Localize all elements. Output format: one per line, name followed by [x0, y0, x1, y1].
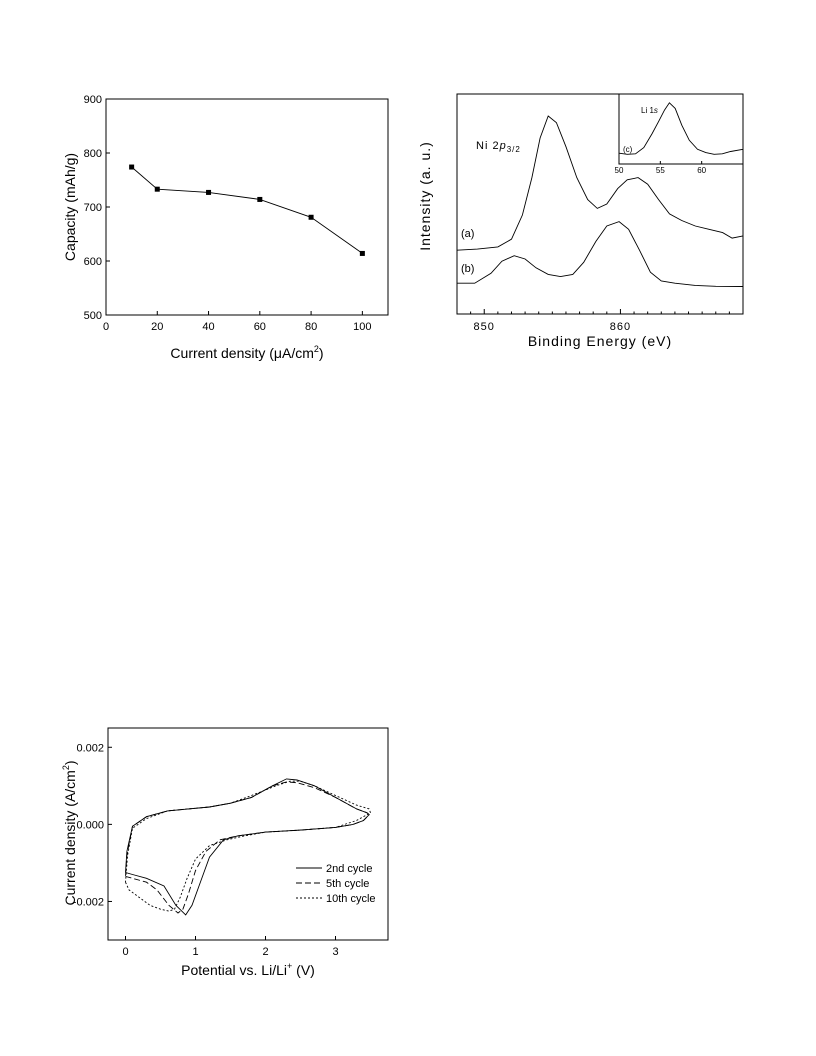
inset-frame [618, 93, 744, 165]
xps-series-line-a [456, 115, 744, 251]
xps-x-tick-label: 860 [610, 321, 631, 333]
capacity-y-tick-label: 800 [84, 148, 102, 160]
cv-x-tick-label: 3 [332, 946, 338, 958]
xps-series-a-label: (a) [461, 228, 474, 240]
inset-x-tick-label: 50 [615, 166, 624, 175]
inset-series-line [618, 102, 744, 155]
cv-y-tick-label: -0.002 [73, 896, 104, 908]
capacity-data-point [154, 186, 160, 192]
cv-legend-label: 2nd cycle [326, 863, 372, 875]
xps-x-tick-label: 850 [474, 321, 495, 333]
cv-y-axis-label: Current density (A/cm2) [61, 760, 78, 905]
cv-x-axis-label: Potential vs. Li/Li+ (V) [181, 961, 315, 978]
inset-x-tick-label: 55 [656, 166, 665, 175]
cv-x-tick-label: 1 [192, 946, 198, 958]
capacity-data-point [129, 164, 135, 170]
capacity-y-tick-label: 500 [84, 310, 102, 322]
xps-series-b-label: (b) [461, 263, 474, 275]
capacity-y-tick-label: 900 [84, 94, 102, 106]
capacity-data-point [257, 196, 263, 202]
cv-plot-frame [107, 727, 389, 941]
capacity-y-tick-label: 600 [84, 256, 102, 268]
inset-panel-label: (c) [623, 145, 633, 154]
capacity-y-tick-label: 700 [84, 202, 102, 214]
capacity-x-tick-label: 80 [305, 321, 317, 333]
xps-y-axis-label: Intensity (a. u.) [417, 141, 433, 251]
cv-series-line [125, 780, 372, 912]
capacity-x-tick-label: 40 [202, 321, 214, 333]
capacity-data-point [206, 189, 212, 195]
xps-peak-label: Ni 2p3/2 [476, 140, 521, 154]
inset-x-tick-label: 60 [697, 166, 706, 175]
xps-x-axis-label: Binding Energy (eV) [528, 333, 672, 349]
xps-series-line-b [457, 221, 744, 287]
capacity-x-axis-label: Current density (μA/cm2) [170, 344, 323, 361]
capacity-y-axis-label: Capacity (mAh/g) [62, 153, 78, 261]
capacity-series-line [131, 166, 363, 254]
capacity-x-tick-label: 60 [254, 321, 266, 333]
capacity-data-point [308, 214, 314, 220]
capacity-x-tick-label: 20 [151, 321, 163, 333]
cv-y-tick-label: 0.000 [76, 819, 104, 831]
cv-x-tick-label: 0 [122, 946, 128, 958]
cv-y-tick-label: 0.002 [76, 742, 104, 754]
cv-legend-label: 10th cycle [326, 893, 376, 905]
capacity-x-tick-label: 100 [353, 321, 371, 333]
inset-title: Li 1s [641, 106, 658, 115]
capacity-data-point [359, 250, 365, 256]
xps-plot-frame [456, 93, 744, 315]
capacity-x-tick-label: 0 [103, 321, 109, 333]
cv-x-tick-label: 2 [262, 946, 268, 958]
cv-legend-label: 5th cycle [326, 878, 369, 890]
